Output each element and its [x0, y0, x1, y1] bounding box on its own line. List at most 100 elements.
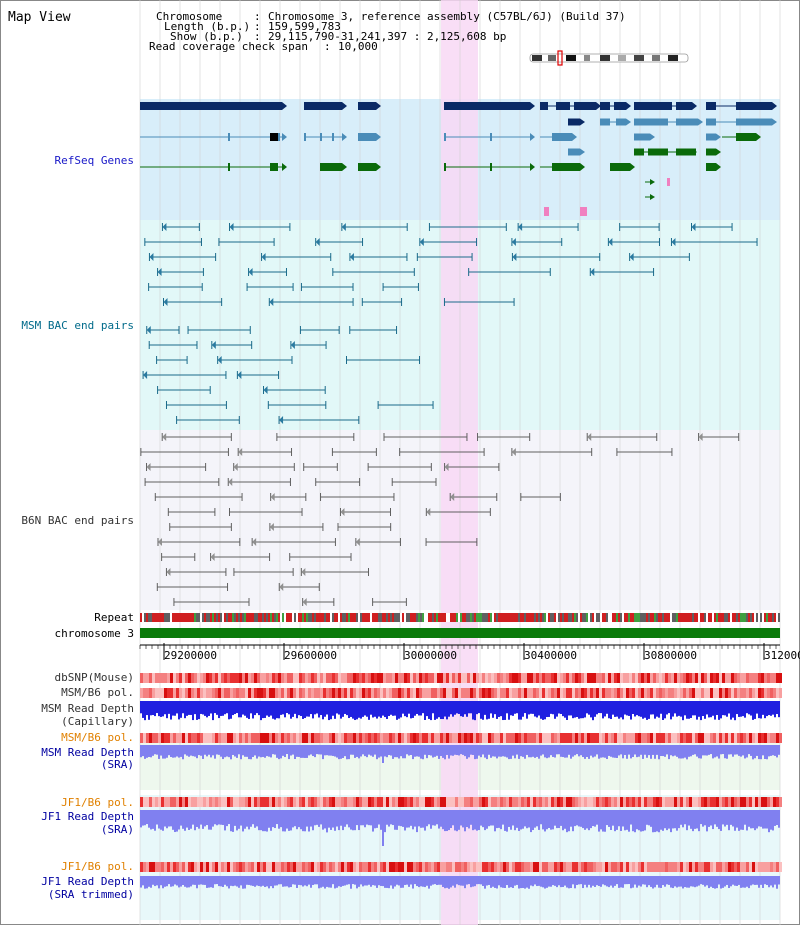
heat-cell: [704, 797, 707, 807]
heat-cell: [329, 733, 332, 743]
heat-cell: [272, 862, 275, 872]
heat-cell: [221, 673, 224, 683]
heat-cell: [440, 688, 443, 698]
heat-cell: [728, 797, 731, 807]
depth-bar: [554, 745, 556, 758]
repeat-feature: [504, 613, 506, 622]
heat-cell: [647, 797, 650, 807]
track-label-jf1-b6-pol-1[interactable]: JF1/B6 pol.: [61, 796, 134, 809]
gene-exon: [610, 163, 630, 171]
track-label-msm-b6-pol-2[interactable]: MSM/B6 pol.: [61, 731, 134, 744]
track-label-refseq[interactable]: RefSeq Genes: [54, 154, 134, 167]
depth-bar: [372, 701, 374, 718]
heat-cell: [293, 797, 296, 807]
heat-cell: [518, 673, 521, 683]
depth-bar: [706, 745, 708, 756]
gene-exon: [332, 133, 334, 141]
depth-bar: [356, 876, 358, 889]
heat-cell: [473, 673, 476, 683]
depth-bar: [676, 701, 678, 717]
depth-bar: [544, 745, 546, 758]
heat-cell: [359, 688, 362, 698]
repeat-feature: [640, 613, 642, 622]
depth-bar: [478, 876, 480, 885]
gene-exon: [676, 118, 698, 126]
depth-bar: [440, 810, 442, 827]
repeat-feature: [470, 613, 472, 622]
depth-bar: [362, 701, 364, 717]
heat-cell: [158, 673, 161, 683]
repeat-feature: [422, 613, 424, 622]
depth-bar: [756, 876, 758, 885]
track-label-chromosome[interactable]: chromosome 3: [54, 627, 134, 640]
depth-bar: [330, 810, 332, 830]
repeat-feature: [364, 613, 366, 622]
repeat-feature: [352, 613, 354, 622]
track-label-msm-depth-sra[interactable]: MSM Read Depth: [41, 746, 134, 759]
heat-cell: [314, 688, 317, 698]
depth-bar: [452, 810, 454, 826]
depth-bar: [624, 701, 626, 715]
depth-bar: [582, 876, 584, 889]
depth-bar: [468, 810, 470, 829]
depth-bar: [608, 876, 610, 888]
track-label-repeat[interactable]: Repeat: [94, 611, 134, 624]
gene-arrow: [376, 133, 381, 141]
depth-bar: [630, 701, 632, 720]
depth-bar: [484, 701, 486, 715]
track-label-msm-bac[interactable]: MSM BAC end pairs: [21, 319, 134, 332]
depth-bar: [722, 745, 724, 755]
heat-cell: [617, 673, 620, 683]
track-label-jf1-trimmed[interactable]: JF1 Read Depth: [41, 875, 134, 888]
track-label-b6n-bac[interactable]: B6N BAC end pairs: [21, 514, 134, 527]
depth-bar: [296, 701, 298, 719]
depth-bar: [586, 701, 588, 714]
depth-bar: [634, 701, 636, 717]
depth-bar: [526, 810, 528, 829]
depth-bar: [402, 810, 404, 827]
depth-bar: [582, 810, 584, 829]
track-label-dbsnp[interactable]: dbSNP(Mouse): [54, 671, 134, 684]
track-label-jf1-b6-pol-2[interactable]: JF1/B6 pol.: [61, 860, 134, 873]
heat-cell: [482, 733, 485, 743]
heat-cell: [623, 797, 626, 807]
repeat-feature: [544, 613, 546, 622]
heat-cell: [383, 862, 386, 872]
heat-cell: [557, 673, 560, 683]
heat-cell: [374, 673, 377, 683]
repeat-feature: [296, 613, 298, 622]
track-label-msm-depth-capillary[interactable]: MSM Read Depth: [41, 702, 134, 715]
depth-bar: [246, 876, 248, 885]
depth-bar: [496, 701, 498, 719]
depth-bar: [306, 701, 308, 717]
depth-bar: [338, 810, 340, 831]
depth-bar: [438, 745, 440, 759]
heat-cell: [452, 797, 455, 807]
depth-bar: [180, 745, 182, 757]
heat-cell: [221, 862, 224, 872]
track-label-jf1-depth[interactable]: JF1 Read Depth: [41, 810, 134, 823]
heat-cell: [362, 733, 365, 743]
track-label-msm-b6-pol-1[interactable]: MSM/B6 pol.: [61, 686, 134, 699]
heat-cell: [428, 797, 431, 807]
depth-bar: [624, 810, 626, 831]
depth-bar: [670, 810, 672, 833]
heat-cell: [671, 688, 674, 698]
depth-bar: [666, 876, 668, 885]
heat-cell: [236, 688, 239, 698]
heat-cell: [302, 862, 305, 872]
depth-bar: [604, 701, 606, 717]
depth-bar: [710, 745, 712, 755]
depth-bar: [482, 745, 484, 755]
depth-bar: [368, 876, 370, 885]
heat-cell: [155, 688, 158, 698]
heat-cell: [650, 733, 653, 743]
depth-bar: [694, 701, 696, 716]
heat-cell: [683, 797, 686, 807]
heat-cell: [272, 733, 275, 743]
depth-bar: [322, 810, 324, 830]
depth-bar: [214, 745, 216, 759]
depth-bar: [758, 810, 760, 827]
heat-cell: [449, 797, 452, 807]
